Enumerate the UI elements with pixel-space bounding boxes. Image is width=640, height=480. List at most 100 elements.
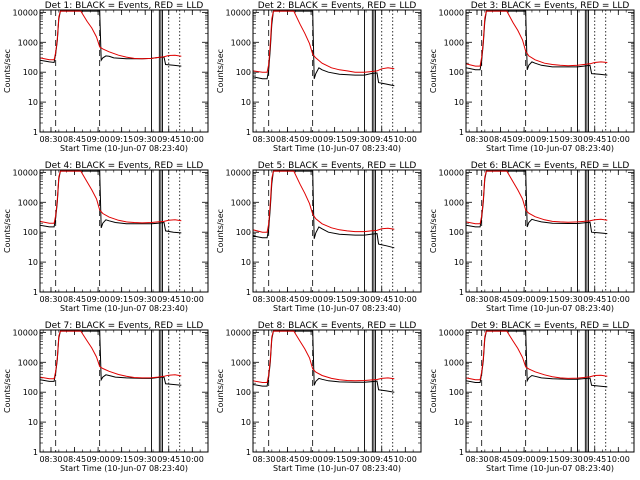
chart-7-x-tick-label: 09:00 [300, 455, 323, 464]
chart-8-x-tick-label: 09:00 [513, 455, 536, 464]
chart-3-x-tick-label: 08:30 [39, 295, 62, 304]
chart-2-x-tick-label: 08:30 [465, 135, 488, 144]
chart-2-series-lld-line [466, 10, 608, 67]
chart-5-y-tick-label: 100 [449, 228, 464, 237]
chart-3-y-tick-label: 1 [33, 288, 38, 297]
chart-5-series-events-line [466, 170, 608, 235]
chart-7-x-tick-label: 09:45 [370, 455, 393, 464]
chart-8-y-tick-label: 10 [454, 418, 464, 427]
chart-7-x-tick-label: 09:15 [323, 455, 346, 464]
chart-7-y-tick-label: 1 [246, 448, 251, 457]
chart-5-x-tick-label: 09:30 [560, 295, 583, 304]
chart-4-x-axis-label: Start Time (10-Jun-07 08:23:40) [273, 304, 401, 313]
chart-4-title: Det 5: BLACK = Events, RED = LLD [258, 161, 417, 171]
chart-2-x-axis-label: Start Time (10-Jun-07 08:23:40) [486, 144, 614, 153]
chart-1-x-tick-label: 09:15 [323, 135, 346, 144]
chart-0-series-events-line [40, 10, 182, 67]
chart-6-x-tick-label: 09:30 [134, 455, 157, 464]
chart-4-x-tick-label: 08:30 [252, 295, 275, 304]
chart-3-series-events-line [40, 170, 182, 234]
chart-7-y-tick-label: 100 [236, 388, 251, 397]
chart-5-y-axis-label: Counts/sec [429, 209, 438, 253]
chart-panel-3: Det 3: BLACK = Events, RED = LLD 1 10 100 10… [429, 1, 635, 153]
chart-8-x-axis-label: Start Time (10-Jun-07 08:23:40) [486, 464, 614, 473]
chart-7-x-tick-label: 08:45 [276, 455, 299, 464]
chart-0-x-tick-label: 08:45 [63, 135, 86, 144]
chart-1-x-axis-label: Start Time (10-Jun-07 08:23:40) [273, 144, 401, 153]
chart-6-title: Det 7: BLACK = Events, RED = LLD [45, 321, 204, 331]
chart-7-y-tick-label: 1000 [231, 358, 251, 367]
chart-1-series-lld-line [253, 10, 395, 73]
chart-0-plot-frame [39, 9, 209, 133]
chart-0-title: Det 1: BLACK = Events, RED = LLD [45, 1, 204, 11]
chart-8-series-lld-line [466, 330, 608, 381]
chart-5-y-tick-label: 1000 [444, 198, 464, 207]
chart-1-plot-frame [252, 9, 422, 133]
chart-5-title: Det 6: BLACK = Events, RED = LLD [471, 161, 630, 171]
chart-8-y-tick-label: 1000 [444, 358, 464, 367]
chart-5-x-tick-label: 09:15 [536, 295, 559, 304]
chart-2-y-axis-label: Counts/sec [429, 49, 438, 93]
chart-4-y-tick-label: 1000 [231, 198, 251, 207]
chart-1-x-tick-label: 09:00 [300, 135, 323, 144]
chart-4-y-tick-label: 100 [236, 228, 251, 237]
chart-6-x-tick-label: 09:45 [157, 455, 180, 464]
chart-1-x-tick-label: 08:30 [252, 135, 275, 144]
chart-8-y-tick-label: 1 [459, 448, 464, 457]
chart-5-x-tick-label: 08:30 [465, 295, 488, 304]
chart-0-x-tick-label: 08:30 [39, 135, 62, 144]
chart-2-x-tick-label: 09:45 [583, 135, 606, 144]
chart-2-y-tick-label: 10000 [439, 8, 464, 17]
chart-5-y-tick-label: 10000 [439, 168, 464, 177]
chart-5-y-tick-label: 10 [454, 258, 464, 267]
chart-1-y-tick-label: 1000 [231, 38, 251, 47]
chart-3-x-tick-label: 08:45 [63, 295, 86, 304]
chart-1-y-axis-label: Counts/sec [216, 49, 225, 93]
chart-5-x-tick-label: 08:45 [489, 295, 512, 304]
chart-6-y-tick-label: 10 [28, 418, 38, 427]
chart-3-title: Det 4: BLACK = Events, RED = LLD [45, 161, 204, 171]
chart-4-x-tick-label: 09:30 [347, 295, 370, 304]
chart-4-x-tick-label: 09:15 [323, 295, 346, 304]
chart-3-x-tick-label: 09:45 [157, 295, 180, 304]
chart-1-y-tick-label: 100 [236, 68, 251, 77]
chart-1-x-tick-label: 10:00 [394, 135, 417, 144]
chart-6-x-tick-label: 08:45 [63, 455, 86, 464]
chart-8-x-tick-label: 08:45 [489, 455, 512, 464]
chart-3-y-tick-label: 10000 [13, 168, 38, 177]
chart-3-y-axis-label: Counts/sec [3, 209, 12, 253]
chart-3-x-tick-label: 09:00 [87, 295, 110, 304]
chart-0-x-tick-label: 10:00 [181, 135, 204, 144]
chart-panel-9: Det 9: BLACK = Events, RED = LLD 1 10 100 10… [429, 321, 635, 473]
chart-3-y-tick-label: 10 [28, 258, 38, 267]
chart-panel-1: Det 1: BLACK = Events, RED = LLD 1 10 100 10… [3, 1, 209, 153]
chart-8-y-axis-label: Counts/sec [429, 369, 438, 413]
chart-2-y-tick-label: 1000 [444, 38, 464, 47]
chart-7-x-tick-label: 08:30 [252, 455, 275, 464]
chart-1-y-tick-label: 10 [241, 98, 251, 107]
chart-6-series-lld-line [40, 330, 182, 380]
chart-1-title: Det 2: BLACK = Events, RED = LLD [258, 1, 417, 11]
chart-2-x-tick-label: 10:00 [607, 135, 630, 144]
chart-2-x-tick-label: 09:15 [536, 135, 559, 144]
chart-2-y-tick-label: 10 [454, 98, 464, 107]
chart-6-y-axis-label: Counts/sec [3, 369, 12, 413]
chart-6-y-tick-label: 10000 [13, 328, 38, 337]
chart-6-y-tick-label: 100 [23, 388, 38, 397]
chart-8-x-tick-label: 09:30 [560, 455, 583, 464]
chart-5-x-axis-label: Start Time (10-Jun-07 08:23:40) [486, 304, 614, 313]
chart-0-x-tick-label: 09:45 [157, 135, 180, 144]
chart-7-y-tick-label: 10 [241, 418, 251, 427]
chart-8-title: Det 9: BLACK = Events, RED = LLD [471, 321, 630, 331]
chart-panel-7: Det 7: BLACK = Events, RED = LLD 1 10 100 10… [3, 321, 209, 473]
chart-3-y-tick-label: 1000 [18, 198, 38, 207]
chart-6-y-tick-label: 1 [33, 448, 38, 457]
chart-0-x-tick-label: 09:15 [110, 135, 133, 144]
chart-4-x-tick-label: 08:45 [276, 295, 299, 304]
chart-0-y-axis-label: Counts/sec [3, 49, 12, 93]
chart-8-x-tick-label: 10:00 [607, 455, 630, 464]
chart-3-plot-frame [39, 169, 209, 293]
chart-4-x-tick-label: 09:45 [370, 295, 393, 304]
chart-0-x-tick-label: 09:00 [87, 135, 110, 144]
